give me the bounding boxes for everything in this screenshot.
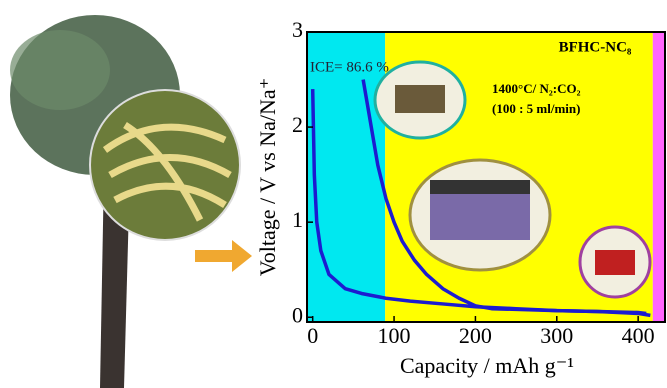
x-tick-label: 400 <box>622 323 655 348</box>
region-band <box>653 32 665 322</box>
region-band <box>307 32 385 322</box>
y-tick-label: 3 <box>292 17 303 42</box>
inset-large-top <box>430 180 530 194</box>
y-tick-label: 2 <box>292 112 303 137</box>
x-tick-label: 300 <box>540 323 573 348</box>
chart-title: BFHC-NC₈ <box>559 39 632 55</box>
inset-small-block <box>395 85 445 113</box>
y-tick-label: 0 <box>292 302 303 327</box>
y-tick-label: 1 <box>292 207 303 232</box>
inset-right-block <box>595 250 635 275</box>
chart: ICE= 86.6 % BFHC-NC₈ 1400°C/ N₂:CO₂ (100… <box>0 0 667 388</box>
palm-crown-light <box>10 30 110 110</box>
annotation: ICE= 86.6 % <box>310 59 389 75</box>
y-axis-label: Voltage / V vs Na/Na⁺ <box>255 78 280 277</box>
inset-large-block <box>430 190 530 240</box>
annotation: 1400°C/ N₂:CO₂ <box>492 81 581 96</box>
annotation: (100 : 5 ml/min) <box>492 101 580 116</box>
x-tick-label: 200 <box>459 323 492 348</box>
x-tick-label: 0 <box>307 323 318 348</box>
page: ICE= 86.6 % BFHC-NC₈ 1400°C/ N₂:CO₂ (100… <box>0 0 667 388</box>
x-tick-label: 100 <box>378 323 411 348</box>
x-axis-label: Capacity / mAh g⁻¹ <box>400 353 574 378</box>
